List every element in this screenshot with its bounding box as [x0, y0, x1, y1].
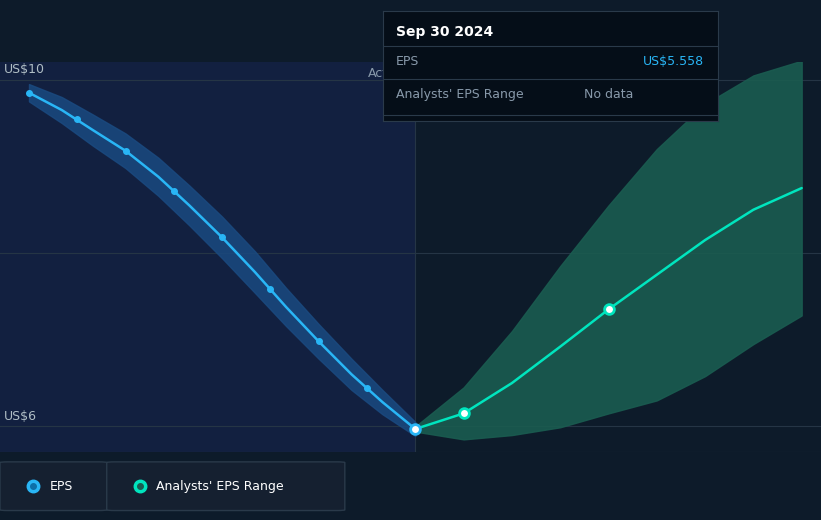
FancyBboxPatch shape: [0, 462, 107, 511]
Text: Actual: Actual: [369, 67, 407, 80]
Text: Analysts Forecasts: Analysts Forecasts: [423, 67, 539, 80]
Text: Sep 30 2024: Sep 30 2024: [396, 24, 493, 38]
Text: US$10: US$10: [4, 63, 45, 76]
Bar: [0, 62, 415, 452]
Text: EPS: EPS: [396, 55, 420, 68]
Bar: [415, 62, 821, 452]
Text: Analysts' EPS Range: Analysts' EPS Range: [156, 479, 283, 493]
Text: Analysts' EPS Range: Analysts' EPS Range: [396, 88, 524, 101]
Text: US$6: US$6: [4, 410, 37, 423]
FancyBboxPatch shape: [107, 462, 345, 511]
Text: US$5.558: US$5.558: [643, 55, 704, 68]
Text: EPS: EPS: [49, 479, 72, 493]
Text: No data: No data: [584, 88, 633, 101]
